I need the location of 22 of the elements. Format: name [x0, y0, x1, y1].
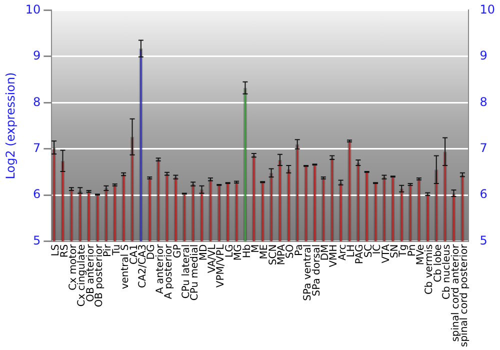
- y-tick-label: 10: [25, 2, 41, 16]
- y-tick-label: 5: [33, 233, 41, 248]
- y-tick-label: 6: [33, 187, 41, 202]
- x-tick-label: Pa: [294, 244, 305, 256]
- y2-tick-label: 5: [480, 233, 488, 248]
- x-tick-label: Tg: [398, 244, 410, 258]
- y-tick-label: 9: [33, 48, 41, 63]
- x-tick-label: spinal cord posterior: [458, 243, 470, 348]
- y2-tick-label: 7: [480, 140, 488, 155]
- x-tick-label: OB posterior: [94, 243, 106, 308]
- y2-tick-label: 10: [480, 2, 496, 16]
- y2-tick-label: 9: [480, 48, 488, 63]
- x-tick-label: Cb lobe: [432, 244, 444, 282]
- y-tick-label: 8: [33, 94, 41, 109]
- y2-tick-label: 6: [480, 187, 488, 202]
- y-tick-label: 7: [33, 140, 41, 155]
- x-tick-label: DG: [146, 244, 158, 260]
- x-tick-label: RS: [59, 244, 70, 258]
- y2-tick-label: 8: [480, 94, 488, 109]
- x-tick-label: A posterior: [164, 243, 175, 300]
- x-tick-label: GP: [172, 244, 184, 258]
- y-axis-title: Log2 (expression): [3, 72, 18, 180]
